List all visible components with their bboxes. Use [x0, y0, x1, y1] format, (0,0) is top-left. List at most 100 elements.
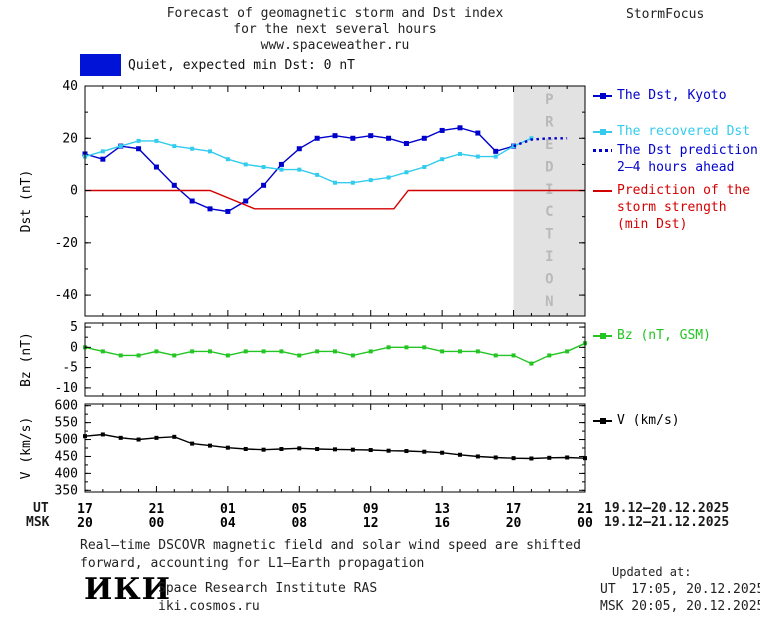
series-marker — [386, 448, 391, 453]
series-marker — [511, 353, 516, 358]
series-marker — [261, 349, 266, 354]
series-marker — [190, 441, 195, 446]
series-marker — [136, 437, 141, 442]
series-marker — [190, 146, 195, 151]
series-marker — [333, 447, 337, 452]
x-tick-label-ut: 21 — [577, 502, 593, 517]
series-marker — [314, 135, 320, 141]
x-tick-label-ut: 21 — [149, 502, 165, 517]
series-marker — [583, 341, 587, 346]
y-tick-label: 400 — [55, 466, 78, 481]
dst-kyoto-line-icon — [593, 91, 612, 101]
series-marker — [493, 455, 498, 460]
series-marker — [440, 349, 445, 354]
series-marker — [403, 141, 409, 146]
dst-prediction-dotted-line-icon — [593, 146, 612, 156]
series-marker — [386, 135, 392, 141]
series-marker — [297, 167, 302, 172]
series-marker — [208, 349, 212, 354]
series-marker — [136, 146, 142, 152]
series-marker — [279, 349, 284, 354]
x-tick-label-ut: 09 — [363, 502, 379, 517]
y-axis-title: Bz (nT) — [19, 332, 34, 387]
ut-axis-label: UT — [33, 501, 49, 516]
series-marker — [386, 175, 391, 180]
prediction-band-letter: C — [545, 204, 553, 220]
brand-stormfocus: StormFocus — [626, 7, 705, 22]
series-marker — [153, 164, 159, 170]
x-tick-label-msk: 20 — [77, 516, 93, 531]
series-marker — [529, 136, 534, 141]
series-marker — [118, 144, 123, 149]
series-marker — [529, 361, 534, 366]
series-marker — [118, 143, 124, 149]
x-tick-label-msk: 00 — [577, 516, 593, 531]
series-marker — [511, 143, 517, 149]
legend-label-dst-kyoto: The Dst, Kyoto — [617, 88, 727, 103]
status-label: Quiet, expected min Dst: 0 nT — [128, 58, 355, 73]
series-marker — [350, 353, 355, 358]
series-marker — [172, 434, 177, 439]
footnote-line2: forward, accounting for L1–Earth propaga… — [80, 556, 425, 571]
legend-item-v: V (km/s) — [593, 412, 680, 429]
series-marker — [368, 133, 374, 139]
series-marker — [475, 454, 480, 459]
x-tick-label-msk: 16 — [434, 516, 450, 531]
series-marker — [261, 165, 266, 170]
y-tick-label: 0 — [70, 184, 78, 199]
series-marker — [243, 447, 248, 452]
y-tick-label: 20 — [62, 131, 78, 146]
series-marker — [83, 345, 87, 350]
series-marker — [475, 154, 480, 159]
legend-item-dst-prediction: The Dst prediction 2–4 hours ahead — [593, 142, 758, 176]
x-tick-label-ut: 17 — [77, 502, 93, 517]
panel-bz: -10 -5 0 5 Bz (nT) — [19, 320, 587, 397]
series-marker — [261, 447, 266, 452]
series-marker — [100, 149, 105, 154]
legend-label-v: V (km/s) — [617, 413, 680, 428]
x-tick-label-ut: 05 — [291, 502, 307, 517]
legend-label-dst-prediction: The Dst prediction 2–4 hours ahead — [617, 143, 758, 175]
series-line — [513, 137, 568, 148]
series-line — [84, 342, 586, 365]
series-marker — [440, 157, 445, 162]
series-marker — [278, 161, 284, 167]
page-title-line1: Forecast of geomagnetic storm and Dst in… — [166, 6, 504, 21]
series-marker — [457, 125, 463, 131]
series-marker — [154, 349, 159, 354]
series-marker — [350, 447, 355, 452]
series-marker — [493, 148, 499, 154]
series-marker — [297, 446, 302, 451]
series-marker — [350, 180, 355, 185]
legend-label-bz: Bz (nT, GSM) — [617, 328, 711, 343]
x-tick-label-ut: 13 — [434, 502, 450, 517]
y-tick-label: 450 — [55, 449, 78, 464]
recovered-dst-line-icon — [593, 127, 612, 137]
ut-date-range: 19.12–20.12.2025 — [604, 501, 730, 516]
series-marker — [475, 349, 480, 354]
y-tick-label: -40 — [55, 288, 78, 303]
series-marker — [439, 127, 445, 133]
y-axis-title: V (km/s) — [19, 417, 34, 480]
page-header: Forecast of geomagnetic storm and Dst in… — [85, 6, 585, 54]
y-tick-label: 5 — [70, 320, 78, 335]
series-marker — [261, 182, 267, 188]
y-tick-label: 350 — [55, 483, 78, 498]
series-marker — [136, 138, 141, 143]
series-marker — [136, 353, 141, 358]
series-marker — [100, 349, 105, 354]
panel-frame — [84, 85, 586, 317]
prediction-band-letter: D — [545, 159, 553, 175]
prediction-band-letter: O — [545, 272, 553, 288]
msk-date-range: 19.12–21.12.2025 — [604, 515, 730, 530]
storm-strength-line-icon — [593, 186, 612, 196]
series-marker — [565, 455, 570, 460]
series-marker — [458, 452, 462, 457]
y-axis-title: Dst (nT) — [19, 170, 34, 233]
footnote-line1: Real–time DSCOVR magnetic field and sola… — [80, 538, 581, 553]
series-marker — [208, 149, 212, 154]
x-tick-label-msk: 20 — [506, 516, 522, 531]
series-marker — [100, 432, 105, 437]
series-marker — [458, 151, 462, 156]
